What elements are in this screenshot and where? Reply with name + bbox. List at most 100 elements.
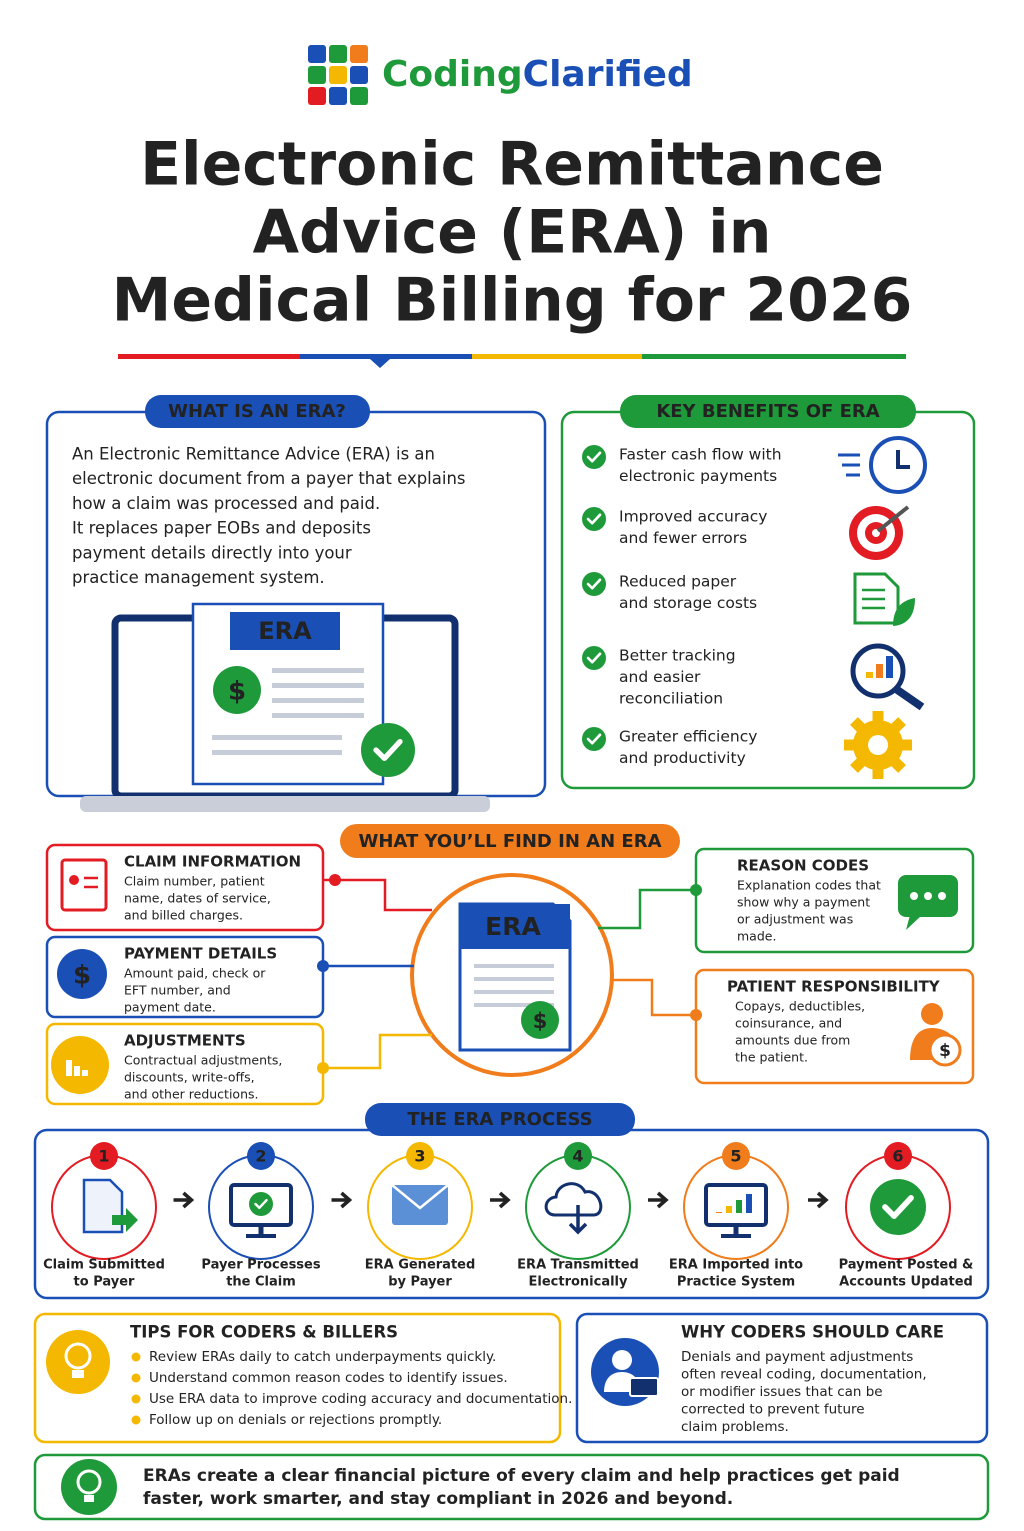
why-laptop [629, 1377, 659, 1397]
heading-pill [340, 824, 680, 858]
step-badge [884, 1142, 912, 1170]
logo-tile [308, 45, 326, 63]
benefit-text: Better tracking [619, 647, 736, 665]
bulb-base [72, 1370, 84, 1378]
paragraph-line: practice management system. [72, 568, 325, 587]
find-box [694, 968, 975, 1085]
tip-text: Understand common reason codes to identi… [149, 1370, 508, 1386]
title-line: Medical Billing for 2026 [112, 266, 913, 336]
step-badge [406, 1142, 434, 1170]
step-label: by Payer [388, 1275, 452, 1290]
why-text: often reveal coding, documentation, [681, 1367, 927, 1383]
find-text: Copays, deductibles, [735, 999, 865, 1014]
icon-symbol: $ [939, 1041, 951, 1061]
doc-line [272, 683, 364, 688]
find-text: show why a payment [737, 895, 870, 910]
why-text: claim problems. [681, 1419, 789, 1435]
step-icon [112, 1208, 138, 1232]
find-text: or adjustment was [737, 912, 853, 927]
step-arrow [490, 1191, 511, 1209]
step-arrow [808, 1191, 829, 1209]
doc-line [474, 990, 554, 994]
connector-dot [690, 1009, 702, 1021]
step-label: to Payer [74, 1275, 136, 1290]
gear-teeth [844, 711, 912, 779]
check-mark [586, 733, 602, 745]
paragraph-line: payment details directly into your [72, 543, 352, 562]
chart-bar [876, 664, 883, 678]
tip-text: Follow up on denials or rejections promp… [149, 1412, 442, 1428]
person-head [921, 1003, 943, 1025]
benefit-text: and fewer errors [619, 529, 747, 547]
section-box [33, 1312, 562, 1444]
connector-dot [317, 960, 329, 972]
footer-bulb [76, 1469, 102, 1495]
section-heading: WHY CODERS SHOULD CARE [681, 1323, 944, 1342]
connector [323, 1033, 432, 1070]
section-heading: TIPS FOR CODERS & BILLERS [130, 1323, 398, 1342]
clock-hands [896, 450, 910, 469]
title-rule [472, 354, 642, 359]
center-doc-head [460, 904, 570, 949]
find-text: discounts, write-offs, [124, 1070, 255, 1085]
paragraph-line: It replaces paper EOBs and deposits [72, 519, 371, 538]
leaf-icon [893, 598, 915, 626]
check-circle [582, 727, 606, 751]
step-badge [90, 1142, 118, 1170]
tip-text: Review ERAs daily to catch underpayments… [149, 1349, 496, 1365]
find-text: and other reductions. [124, 1087, 258, 1102]
dollar-icon [521, 1001, 559, 1039]
check-mark [586, 578, 602, 590]
find-text: coinsurance, and [735, 1016, 842, 1031]
step-icon [726, 1206, 732, 1213]
chart-bar [74, 1066, 80, 1076]
bullet [131, 1373, 141, 1383]
connector-dot [329, 874, 341, 886]
find-text: Claim number, patient [124, 874, 265, 889]
bulb-icon [64, 1342, 92, 1370]
chat-tail [906, 915, 922, 930]
check-mark [882, 1195, 914, 1219]
footer-bulb-base [84, 1495, 94, 1502]
doc-line [272, 668, 364, 673]
step-icon [716, 1212, 722, 1213]
check-mark [586, 513, 602, 525]
logo-tile [308, 87, 326, 105]
check-mark [586, 652, 602, 664]
title-rule [118, 354, 300, 359]
benefit-text: reconciliation [619, 690, 723, 708]
doc-line [474, 977, 554, 981]
step-label: ERA Imported into [669, 1258, 803, 1273]
doc-line [272, 698, 364, 703]
step-label: Electronically [529, 1275, 629, 1290]
section-box [575, 1312, 989, 1444]
step-arrow [648, 1191, 669, 1209]
check-mark [254, 1198, 268, 1210]
why-head [612, 1350, 632, 1370]
step-arrow [173, 1191, 195, 1209]
step-badge [564, 1142, 592, 1170]
brand-part: Coding [382, 54, 523, 95]
benefit-text: electronic payments [619, 467, 777, 485]
doc-line [474, 964, 554, 968]
chart-bar [82, 1070, 88, 1076]
logo-tile [329, 45, 347, 63]
check-circle [582, 572, 606, 596]
chart-bar [886, 656, 893, 678]
step-label: ERA Transmitted [517, 1258, 639, 1273]
laptop-base [80, 796, 490, 812]
check-badge [361, 723, 415, 777]
doc-line [474, 1003, 554, 1007]
find-text: Amount paid, check or [124, 966, 266, 981]
section-heading: WHAT YOU’LL FIND IN AN ERA [359, 831, 662, 852]
find-title: PATIENT RESPONSIBILITY [727, 978, 941, 996]
step-badge [722, 1142, 750, 1170]
step-number: 2 [255, 1147, 266, 1166]
chart-bar [866, 672, 873, 678]
icon-symbol: $ [228, 677, 246, 707]
title-line: Electronic Remittance [140, 130, 884, 200]
bullet [131, 1352, 141, 1362]
check-circle [582, 646, 606, 670]
step-label: the Claim [226, 1275, 296, 1290]
logo-tile [329, 87, 347, 105]
